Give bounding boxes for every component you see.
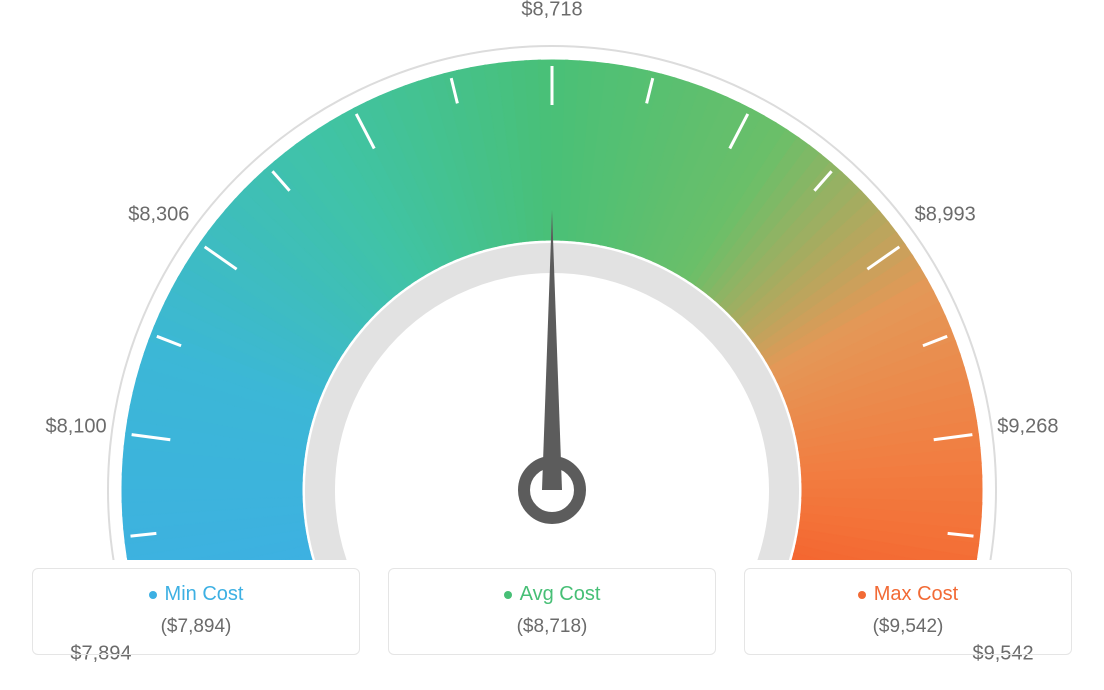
legend-min-box: Min Cost ($7,894) bbox=[32, 568, 360, 655]
legend-max-box: Max Cost ($9,542) bbox=[744, 568, 1072, 655]
legend-avg-value: ($8,718) bbox=[399, 616, 705, 638]
legend-avg-label: Avg Cost bbox=[520, 583, 601, 606]
gauge-tick-label: $8,100 bbox=[46, 416, 107, 439]
gauge-tick-label: $8,993 bbox=[915, 203, 976, 226]
legend-min-value: ($7,894) bbox=[43, 616, 349, 638]
legend-max-value: ($9,542) bbox=[755, 616, 1061, 638]
gauge-chart-container: $7,894$8,100$8,306$8,718$8,993$9,268$9,5… bbox=[0, 0, 1104, 690]
gauge-tick-label: $8,718 bbox=[521, 0, 582, 22]
legend-min-dot bbox=[149, 591, 157, 599]
legend-max-title: Max Cost bbox=[858, 583, 958, 606]
legend-max-label: Max Cost bbox=[874, 583, 958, 606]
gauge-tick-label: $8,306 bbox=[128, 203, 189, 226]
legend-min-label: Min Cost bbox=[165, 583, 244, 606]
legend-max-dot bbox=[858, 591, 866, 599]
legend-avg-title: Avg Cost bbox=[504, 583, 601, 606]
gauge-wrapper: $7,894$8,100$8,306$8,718$8,993$9,268$9,5… bbox=[52, 20, 1052, 540]
legend-avg-box: Avg Cost ($8,718) bbox=[388, 568, 716, 655]
legend-min-title: Min Cost bbox=[149, 583, 244, 606]
legend-row: Min Cost ($7,894) Avg Cost ($8,718) Max … bbox=[32, 568, 1072, 655]
gauge-svg bbox=[52, 20, 1052, 560]
legend-avg-dot bbox=[504, 591, 512, 599]
gauge-tick-label: $9,268 bbox=[997, 416, 1058, 439]
